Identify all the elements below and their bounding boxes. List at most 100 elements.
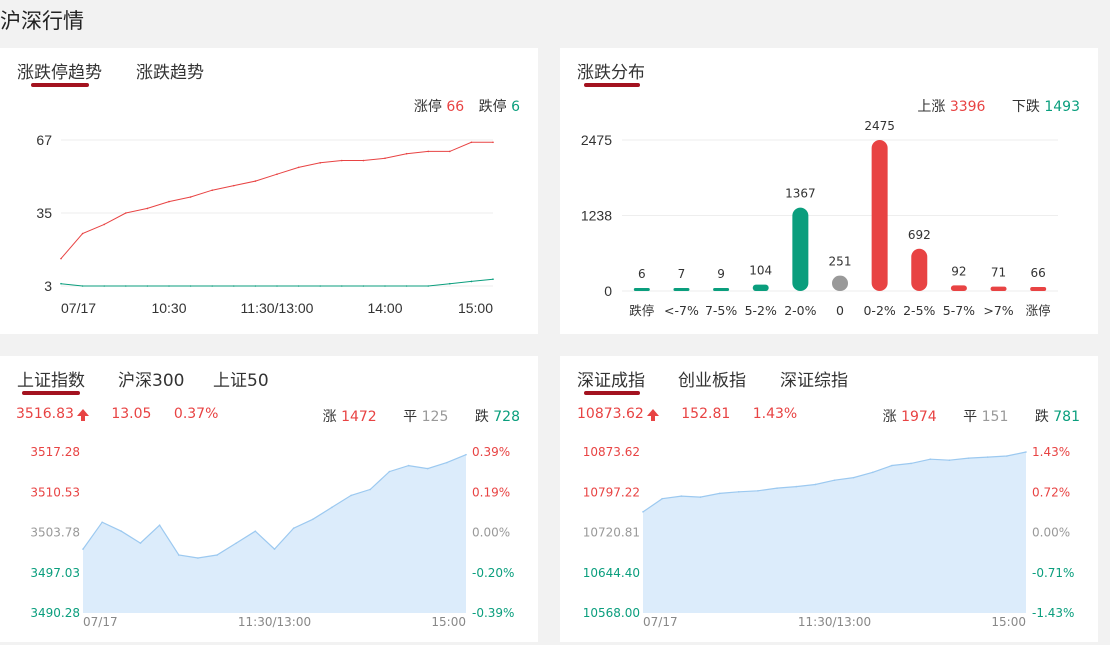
data-point: [986, 456, 989, 458]
data-point: [699, 496, 702, 498]
data-point: [60, 282, 62, 285]
distribution-card: 涨跌分布 上涨 3396 下跌 1493 2475 1238 0 6 跌停 7 <-7% 9 7…: [560, 48, 1098, 334]
tab-distribution[interactable]: 涨跌分布: [577, 63, 645, 83]
bar-value-label: 9: [717, 267, 725, 281]
data-point: [146, 285, 149, 287]
bar-value-label: 2475: [864, 119, 895, 133]
up-count: 1472: [341, 409, 377, 425]
data-point: [427, 150, 430, 153]
data-point: [276, 173, 278, 176]
tab-sz-component[interactable]: 深证成指: [577, 371, 645, 391]
data-point: [362, 159, 365, 162]
down-count: 728: [493, 409, 520, 425]
x-tick-label: 15:00: [431, 615, 466, 629]
data-point: [405, 285, 408, 287]
limit-trend-chart: 67 35 3 07/17 10:30 11:30/13:00 14:00 15:00: [36, 132, 494, 316]
x-tick-label: 15:00: [991, 615, 1026, 629]
sz-index-tabs: 深证成指 创业板指 深证综指: [560, 356, 1098, 396]
data-point: [362, 285, 365, 287]
tab-csi300[interactable]: 沪深300: [118, 371, 185, 391]
down-label: 跌: [1034, 409, 1049, 425]
up-label: 涨: [882, 409, 897, 425]
bar-value-label: 1367: [785, 187, 816, 201]
data-point: [852, 476, 855, 479]
data-point: [139, 542, 142, 544]
limit-up-line: [60, 141, 493, 259]
data-point: [426, 467, 429, 470]
bar-value-label: 92: [951, 264, 966, 278]
category-label: 2-0%: [784, 303, 816, 318]
data-point: [891, 464, 893, 467]
index-change: 152.81: [681, 406, 731, 422]
y-tick-right: 0.72%: [1032, 485, 1070, 499]
data-point: [814, 483, 817, 486]
data-point: [103, 285, 105, 287]
category-label: 0-2%: [863, 303, 895, 318]
data-point: [405, 152, 408, 155]
data-point: [211, 285, 213, 287]
sz-index-chart: 10873.62 1.43% 10797.22 0.72% 10720.81 0.00% 1…: [583, 445, 1075, 629]
distribution-bar: [950, 285, 967, 291]
data-point: [449, 150, 451, 153]
sz-breadth: 涨 1974 平 151 跌 781: [883, 406, 1080, 426]
y-tick-right: -0.71%: [1032, 566, 1074, 580]
limit-up-label: 涨停: [413, 99, 442, 115]
tab-limit-trend[interactable]: 涨跌停趋势: [17, 63, 102, 83]
rise-label: 上涨: [917, 99, 946, 115]
data-point: [388, 470, 391, 473]
distribution-tabs: 涨跌分布: [560, 48, 1098, 88]
data-point: [197, 557, 199, 559]
data-point: [470, 280, 473, 283]
up-label: 涨: [322, 409, 337, 425]
distribution-bar: [911, 248, 928, 291]
data-point: [384, 285, 386, 287]
data-point: [910, 462, 912, 465]
data-point: [833, 479, 836, 482]
data-point: [872, 471, 874, 474]
rise-fall-stats: 上涨 3396 下跌 1493: [917, 96, 1080, 116]
data-point: [81, 285, 84, 287]
category-label: 跌停: [629, 303, 654, 318]
y-tick-label: 0: [604, 283, 612, 299]
sh-index-quote: 3516.83 13.05 0.37%: [16, 406, 218, 422]
y-tick-left: 10568.00: [583, 606, 640, 620]
sz-index-card: 深证成指 创业板指 深证综指 10873.62 152.81 1.43% 涨 1…: [560, 356, 1098, 642]
data-point: [216, 554, 218, 556]
x-tick-label: 07/17: [643, 615, 678, 629]
data-point: [341, 285, 343, 287]
tab-sz-composite[interactable]: 深证综指: [780, 371, 848, 391]
tab-underline: [22, 391, 80, 395]
index-value: 10873.62: [577, 406, 644, 422]
data-point: [297, 166, 300, 169]
data-point: [795, 485, 797, 488]
tab-sh-composite[interactable]: 上证指数: [17, 371, 85, 391]
tab-chinext[interactable]: 创业板指: [678, 371, 746, 391]
tab-sse50[interactable]: 上证50: [213, 371, 269, 391]
y-tick-left: 10720.81: [583, 526, 640, 540]
data-point: [81, 232, 84, 235]
y-tick-right: -0.39%: [472, 606, 514, 620]
fall-value: 1493: [1044, 99, 1080, 115]
category-label: 5-2%: [745, 303, 777, 318]
category-label: 0: [836, 303, 844, 318]
category-label: 7-5%: [705, 303, 737, 318]
data-point: [233, 285, 235, 287]
price-area: [83, 454, 466, 613]
data-point: [642, 511, 644, 513]
y-tick-right: 0.39%: [472, 445, 510, 459]
data-point: [235, 542, 237, 544]
data-point: [254, 180, 257, 182]
y-tick-right: 0.00%: [472, 526, 510, 540]
tab-rise-fall-trend[interactable]: 涨跌趋势: [136, 63, 204, 83]
page-title: 沪深行情: [0, 9, 84, 33]
bar-value-label: 71: [991, 266, 1006, 280]
y-tick-left: 3517.28: [30, 445, 80, 459]
y-tick-right: 0.00%: [1032, 526, 1070, 540]
data-point: [158, 524, 161, 527]
distribution-bar: [673, 288, 690, 291]
data-point: [449, 282, 451, 285]
bar-value-label: 66: [1031, 266, 1046, 280]
fall-label: 下跌: [1011, 99, 1040, 115]
data-point: [1006, 455, 1008, 457]
data-point: [1025, 451, 1027, 453]
